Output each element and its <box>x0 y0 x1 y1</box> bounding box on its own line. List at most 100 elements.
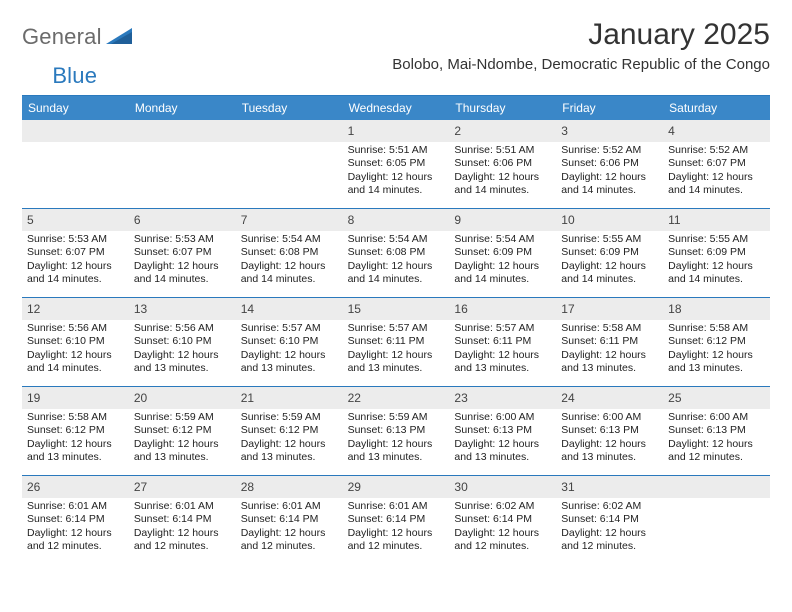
calendar-week: 19Sunrise: 5:58 AMSunset: 6:12 PMDayligh… <box>22 386 770 475</box>
daynum-row: 10 <box>556 209 663 231</box>
daylight-line: Daylight: 12 hours and 14 minutes. <box>454 171 551 198</box>
sunrise-line: Sunrise: 5:54 AM <box>348 233 445 246</box>
dow-thursday: Thursday <box>449 96 556 120</box>
day-number: 27 <box>134 480 147 494</box>
calendar-week: 26Sunrise: 6:01 AMSunset: 6:14 PMDayligh… <box>22 475 770 564</box>
calendar-cell: 31Sunrise: 6:02 AMSunset: 6:14 PMDayligh… <box>556 476 663 564</box>
sunrise-line: Sunrise: 5:54 AM <box>454 233 551 246</box>
daynum-row: 21 <box>236 387 343 409</box>
daynum-row: 9 <box>449 209 556 231</box>
sunrise-line: Sunrise: 5:57 AM <box>348 322 445 335</box>
daylight-line: Daylight: 12 hours and 13 minutes. <box>348 438 445 465</box>
daylight-line: Daylight: 12 hours and 13 minutes. <box>241 438 338 465</box>
daynum-row: 22 <box>343 387 450 409</box>
day-number: 5 <box>27 213 34 227</box>
daynum-row: 28 <box>236 476 343 498</box>
day-number: 11 <box>668 213 680 227</box>
calendar-cell: 13Sunrise: 5:56 AMSunset: 6:10 PMDayligh… <box>129 298 236 386</box>
sunset-line: Sunset: 6:12 PM <box>241 424 338 437</box>
daynum-row: 2 <box>449 120 556 142</box>
calendar-grid: Sunday Monday Tuesday Wednesday Thursday… <box>22 96 770 564</box>
calendar-page: General January 2025 Bolobo, Mai-Ndombe,… <box>0 0 792 574</box>
sunrise-line: Sunrise: 5:57 AM <box>241 322 338 335</box>
calendar-cell: 26Sunrise: 6:01 AMSunset: 6:14 PMDayligh… <box>22 476 129 564</box>
sunrise-line: Sunrise: 6:01 AM <box>348 500 445 513</box>
day-number: 3 <box>561 124 568 138</box>
sunrise-line: Sunrise: 5:59 AM <box>134 411 231 424</box>
day-number: 28 <box>241 480 254 494</box>
daylight-line: Daylight: 12 hours and 13 minutes. <box>348 349 445 376</box>
brand-triangle-icon <box>106 26 132 49</box>
daynum-row: 3 <box>556 120 663 142</box>
calendar-cell: 10Sunrise: 5:55 AMSunset: 6:09 PMDayligh… <box>556 209 663 297</box>
day-number: 4 <box>668 124 675 138</box>
daylight-line: Daylight: 12 hours and 14 minutes. <box>668 260 765 287</box>
day-number: 20 <box>134 391 147 405</box>
sunset-line: Sunset: 6:14 PM <box>241 513 338 526</box>
calendar-cell: 2Sunrise: 5:51 AMSunset: 6:06 PMDaylight… <box>449 120 556 208</box>
daylight-line: Daylight: 12 hours and 12 minutes. <box>668 438 765 465</box>
daylight-line: Daylight: 12 hours and 12 minutes. <box>348 527 445 554</box>
brand-logo: General <box>22 18 132 50</box>
daynum-row: 15 <box>343 298 450 320</box>
calendar-cell: 16Sunrise: 5:57 AMSunset: 6:11 PMDayligh… <box>449 298 556 386</box>
day-number: 22 <box>348 391 361 405</box>
calendar-cell: 19Sunrise: 5:58 AMSunset: 6:12 PMDayligh… <box>22 387 129 475</box>
calendar-cell: 21 Sunrise: 5:59 AMSunset: 6:12 PMDayligh… <box>236 387 343 475</box>
day-number: 7 <box>241 213 248 227</box>
dow-tuesday: Tuesday <box>236 96 343 120</box>
daylight-line: Daylight: 12 hours and 12 minutes. <box>454 527 551 554</box>
daynum-row: 6 <box>129 209 236 231</box>
sunset-line: Sunset: 6:10 PM <box>27 335 124 348</box>
daynum-row: 25 <box>663 387 770 409</box>
sunset-line: Sunset: 6:07 PM <box>27 246 124 259</box>
day-number: 17 <box>561 302 574 316</box>
sunrise-line: Sunrise: 5:56 AM <box>27 322 124 335</box>
sunset-line: Sunset: 6:05 PM <box>348 157 445 170</box>
daylight-line: Daylight: 12 hours and 14 minutes. <box>561 171 658 198</box>
sunset-line: Sunset: 6:13 PM <box>454 424 551 437</box>
daynum-row: 8 <box>343 209 450 231</box>
sunset-line: Sunset: 6:11 PM <box>561 335 658 348</box>
calendar-cell-blank: 0 <box>236 120 343 208</box>
calendar-cell: 11Sunrise: 5:55 AMSunset: 6:09 PMDayligh… <box>663 209 770 297</box>
sunrise-line: Sunrise: 6:00 AM <box>454 411 551 424</box>
daynum-row: 13 <box>129 298 236 320</box>
daylight-line: Daylight: 12 hours and 12 minutes. <box>241 527 338 554</box>
daylight-line: Daylight: 12 hours and 13 minutes. <box>27 438 124 465</box>
calendar-cell: 18Sunrise: 5:58 AMSunset: 6:12 PMDayligh… <box>663 298 770 386</box>
daylight-line: Daylight: 12 hours and 13 minutes. <box>668 349 765 376</box>
daynum-row: 26 <box>22 476 129 498</box>
daylight-line: Daylight: 12 hours and 13 minutes. <box>454 349 551 376</box>
dow-monday: Monday <box>129 96 236 120</box>
daylight-line: Daylight: 12 hours and 14 minutes. <box>27 349 124 376</box>
sunset-line: Sunset: 6:09 PM <box>454 246 551 259</box>
daylight-line: Daylight: 12 hours and 12 minutes. <box>27 527 124 554</box>
daynum-row: 29 <box>343 476 450 498</box>
sunset-line: Sunset: 6:11 PM <box>454 335 551 348</box>
calendar-cell: 7Sunrise: 5:54 AMSunset: 6:08 PMDaylight… <box>236 209 343 297</box>
brand-part1: General <box>22 24 102 50</box>
calendar-cell: 23Sunrise: 6:00 AMSunset: 6:13 PMDayligh… <box>449 387 556 475</box>
sunrise-line: Sunrise: 5:53 AM <box>27 233 124 246</box>
daylight-line: Daylight: 12 hours and 14 minutes. <box>134 260 231 287</box>
calendar-cell: 5Sunrise: 5:53 AMSunset: 6:07 PMDaylight… <box>22 209 129 297</box>
daynum-row: 11 <box>663 209 770 231</box>
sunrise-line: Sunrise: 5:59 AM <box>241 411 338 424</box>
daynum-row: 4 <box>663 120 770 142</box>
day-number: 1 <box>348 124 355 138</box>
calendar-cell: 1Sunrise: 5:51 AMSunset: 6:05 PMDaylight… <box>343 120 450 208</box>
sunset-line: Sunset: 6:07 PM <box>134 246 231 259</box>
day-number: 31 <box>561 480 574 494</box>
dow-saturday: Saturday <box>663 96 770 120</box>
day-number: 6 <box>134 213 141 227</box>
daynum-row: 18 <box>663 298 770 320</box>
daylight-line: Daylight: 12 hours and 14 minutes. <box>241 260 338 287</box>
sunrise-line: Sunrise: 5:59 AM <box>348 411 445 424</box>
sunset-line: Sunset: 6:12 PM <box>134 424 231 437</box>
daynum-row: 31 <box>556 476 663 498</box>
daynum-row: 27 <box>129 476 236 498</box>
sunset-line: Sunset: 6:14 PM <box>27 513 124 526</box>
calendar-cell: 29Sunrise: 6:01 AMSunset: 6:14 PMDayligh… <box>343 476 450 564</box>
daylight-line: Daylight: 12 hours and 14 minutes. <box>348 260 445 287</box>
